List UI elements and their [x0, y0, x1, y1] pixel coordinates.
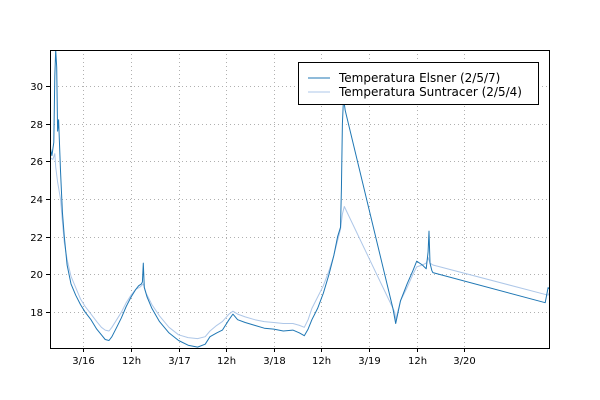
legend-label-1: Temperatura Suntracer (2/5/4): [338, 85, 522, 99]
x-tick-label: 12h: [312, 356, 331, 367]
y-tick-label: 26: [30, 157, 43, 168]
y-tick-label: 18: [30, 308, 43, 319]
y-tick-label: 28: [30, 120, 43, 131]
series-line-1: [50, 153, 550, 340]
y-tick-label: 22: [30, 233, 43, 244]
x-tick-label: 12h: [408, 356, 427, 367]
y-tick-label: 24: [30, 195, 43, 206]
x-tick-label: 3/18: [263, 356, 285, 367]
x-tick-label: 3/19: [358, 356, 380, 367]
x-tick-label: 3/17: [168, 356, 190, 367]
plot-frame: [50, 50, 550, 349]
y-tick-label: 30: [30, 82, 43, 93]
x-tick-label: 3/20: [453, 356, 475, 367]
x-tick-label: 12h: [217, 356, 236, 367]
x-tick-label: 12h: [122, 356, 141, 367]
series-line-0: [50, 50, 550, 348]
legend: Temperatura Elsner (2/5/7)Temperatura Su…: [298, 62, 539, 105]
legend-label-0: Temperatura Elsner (2/5/7): [338, 71, 500, 85]
x-tick-label: 3/16: [72, 356, 94, 367]
legend-box: [298, 62, 539, 105]
y-tick-label: 20: [30, 270, 43, 281]
series-layer: [50, 50, 550, 348]
ticks: 3/16 12h 3/17 12h 3/18 12h 3/19 12h 3/20 18 20 22 24…: [30, 82, 475, 367]
